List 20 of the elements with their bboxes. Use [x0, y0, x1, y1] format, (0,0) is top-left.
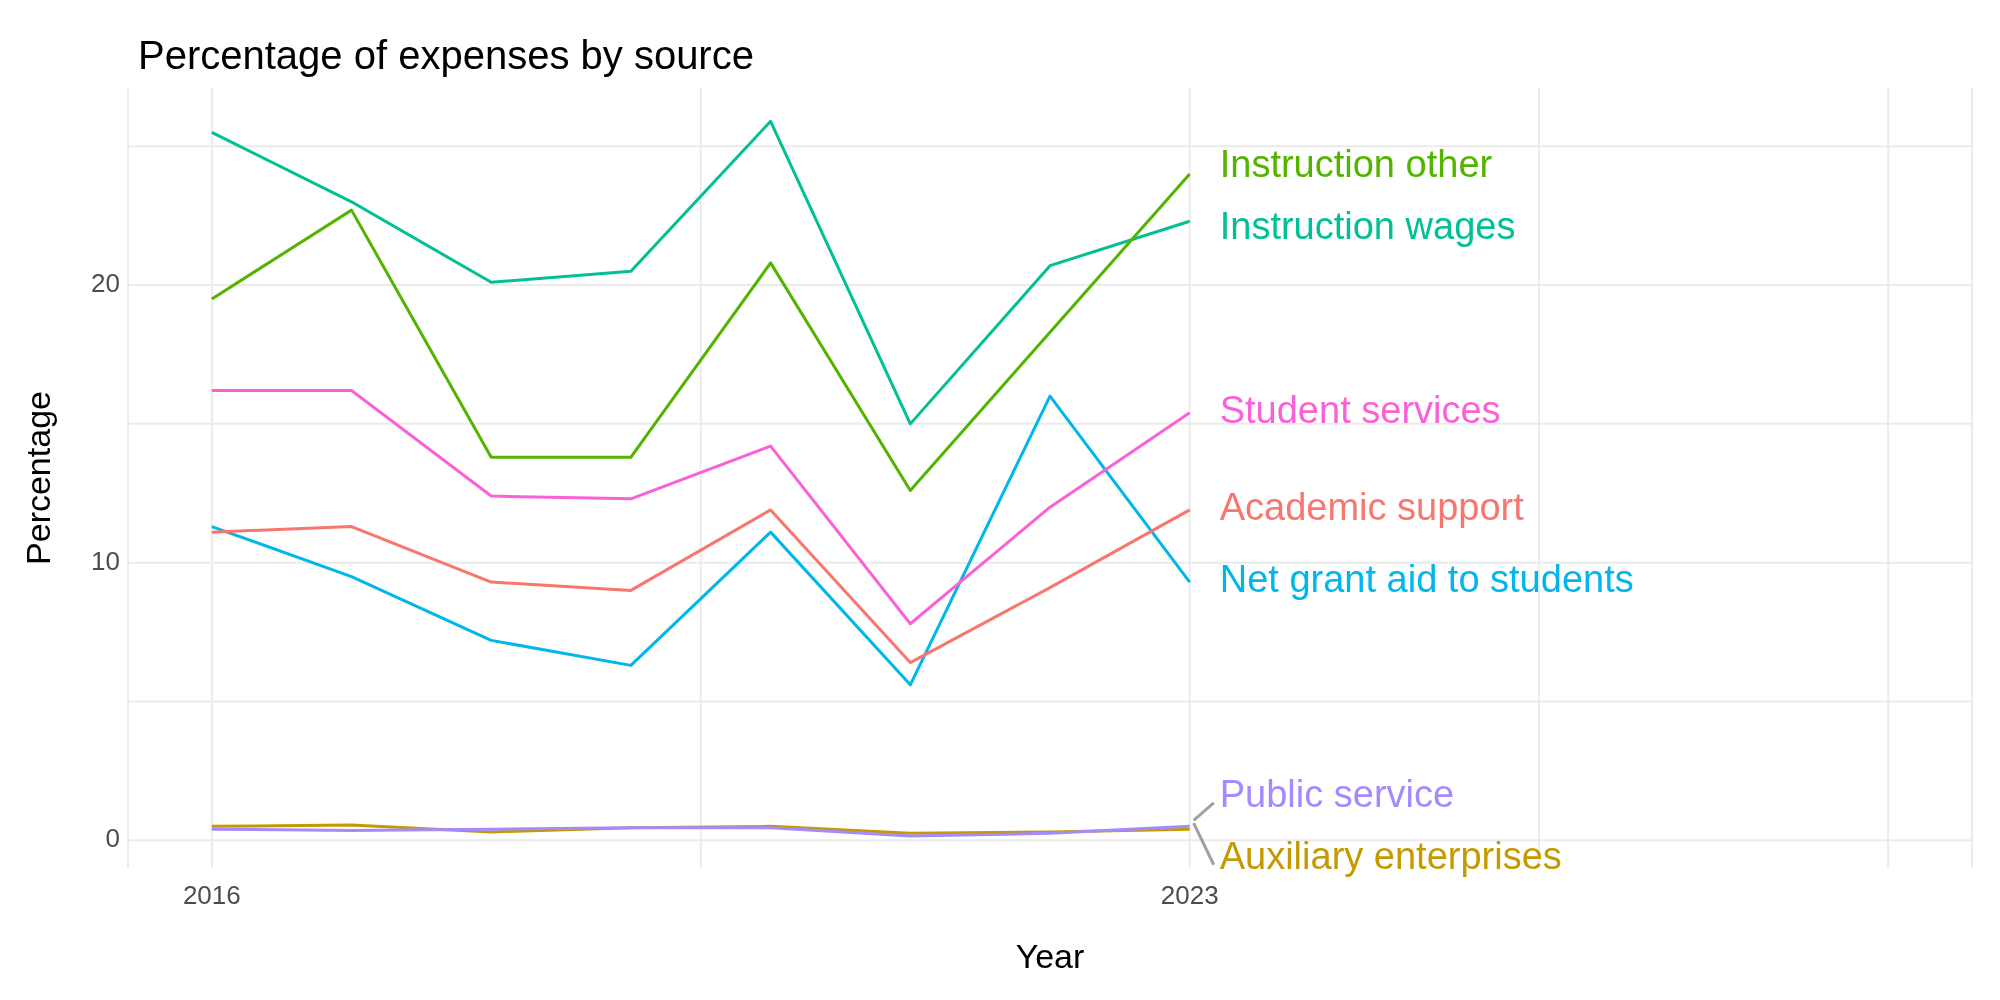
line-series: [210, 172, 1192, 492]
y-axis-title: Percentage: [19, 391, 58, 565]
x-axis-title: Year: [1015, 937, 1085, 975]
line-series: [210, 508, 1192, 665]
series-label: Auxiliary enterprises: [1219, 834, 1562, 877]
y-tick-label: 10: [91, 545, 120, 576]
y-tick-label: 0: [105, 823, 120, 854]
series-label: Student services: [1219, 388, 1501, 431]
x-tick-label: 2023: [1160, 880, 1219, 911]
x-tick-label: 2016: [182, 880, 241, 911]
line-series: [210, 119, 1192, 426]
series-label: Academic support: [1219, 485, 1525, 528]
line-series: [210, 394, 1192, 687]
series-label: Instruction other: [1219, 142, 1493, 185]
series-label: Public service: [1219, 772, 1455, 815]
line-series: [210, 389, 1192, 626]
series-label: Instruction wages: [1219, 204, 1516, 247]
y-tick-label: 20: [91, 267, 120, 298]
chart-title: Percentage of expenses by source: [138, 32, 754, 77]
series-label: Net grant aid to students: [1219, 558, 1634, 601]
